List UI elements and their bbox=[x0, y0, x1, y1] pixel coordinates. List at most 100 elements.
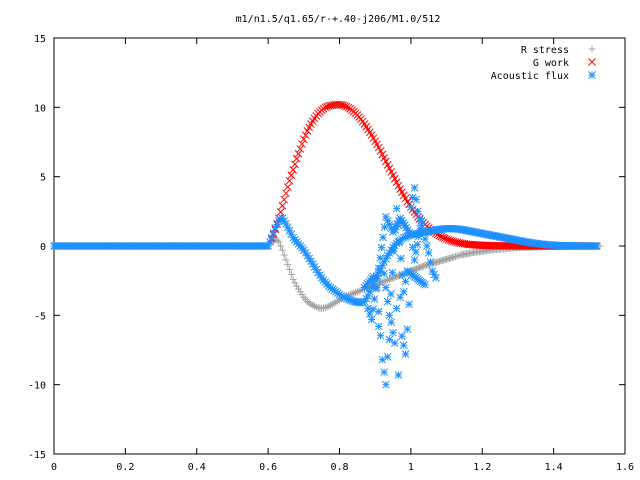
y-tick-label: -15 bbox=[28, 450, 46, 461]
data-point bbox=[426, 258, 435, 266]
data-point bbox=[416, 224, 425, 233]
legend-label: Acoustic flux bbox=[491, 71, 569, 82]
data-point bbox=[266, 237, 274, 246]
legend-marker bbox=[588, 71, 596, 79]
data-point bbox=[379, 233, 387, 242]
data-point bbox=[392, 204, 401, 213]
data-point bbox=[370, 295, 379, 303]
data-point bbox=[289, 275, 297, 283]
data-point bbox=[383, 353, 392, 361]
data-point bbox=[376, 254, 385, 262]
data-point bbox=[311, 302, 319, 310]
x-tick-label: 0.8 bbox=[330, 462, 348, 473]
y-axis-tick-labels: 15 10 5 0 -5 -10 -15 bbox=[28, 34, 46, 461]
data-point bbox=[294, 149, 303, 158]
data-point bbox=[364, 304, 372, 313]
data-point bbox=[385, 311, 394, 320]
data-point bbox=[278, 246, 286, 254]
data-point bbox=[286, 266, 294, 274]
data-point bbox=[407, 231, 415, 239]
data-point bbox=[415, 264, 423, 272]
x-tick-label: 0.2 bbox=[116, 462, 134, 473]
data-point bbox=[312, 303, 320, 311]
data-point bbox=[344, 103, 353, 112]
data-point bbox=[399, 341, 408, 350]
data-point bbox=[394, 371, 403, 379]
data-point bbox=[353, 288, 361, 296]
data-point bbox=[350, 289, 358, 297]
y-tick-label: 10 bbox=[34, 103, 46, 114]
data-point bbox=[387, 290, 395, 298]
data-point bbox=[296, 145, 305, 153]
data-point bbox=[376, 331, 385, 340]
data-point bbox=[369, 305, 377, 314]
data-point bbox=[301, 131, 310, 139]
data-point bbox=[414, 207, 422, 216]
data-point bbox=[377, 243, 386, 252]
data-point bbox=[357, 286, 365, 294]
data-point bbox=[410, 183, 419, 192]
data-point bbox=[382, 283, 390, 292]
data-point bbox=[421, 235, 430, 243]
data-point bbox=[267, 233, 276, 242]
data-point bbox=[390, 339, 399, 347]
data-point bbox=[455, 252, 463, 260]
data-point bbox=[414, 264, 422, 272]
data-point bbox=[374, 322, 383, 331]
data-point bbox=[421, 280, 430, 289]
data-point bbox=[307, 300, 315, 308]
data-point bbox=[382, 277, 390, 285]
data-point bbox=[342, 102, 351, 111]
y-tick-label: 15 bbox=[34, 34, 46, 45]
data-point bbox=[382, 380, 390, 389]
data-point bbox=[321, 304, 329, 312]
data-point bbox=[389, 247, 398, 256]
data-point bbox=[412, 248, 420, 256]
data-point bbox=[365, 310, 374, 318]
data-point bbox=[278, 201, 287, 210]
data-point bbox=[394, 221, 402, 230]
data-point bbox=[291, 279, 299, 287]
data-point bbox=[369, 272, 378, 281]
data-point bbox=[393, 273, 401, 281]
y-tick-label: -10 bbox=[28, 381, 46, 392]
data-point bbox=[389, 328, 397, 337]
data-point bbox=[417, 263, 425, 271]
data-point bbox=[305, 299, 313, 307]
legend-marker bbox=[588, 45, 596, 53]
data-point bbox=[287, 171, 296, 180]
chart-marks bbox=[50, 100, 604, 389]
data-point bbox=[276, 208, 285, 216]
data-point bbox=[282, 256, 290, 264]
data-point bbox=[299, 135, 308, 144]
data-point bbox=[423, 242, 431, 250]
data-point bbox=[280, 251, 288, 259]
series-acoustic-flux bbox=[50, 183, 601, 389]
data-point bbox=[417, 217, 426, 225]
y-tick-label: 0 bbox=[40, 242, 46, 253]
data-point bbox=[352, 288, 360, 296]
data-point bbox=[407, 203, 415, 212]
data-point bbox=[399, 287, 408, 296]
data-point bbox=[395, 237, 404, 246]
data-point bbox=[391, 226, 400, 234]
data-point bbox=[284, 261, 292, 269]
data-point bbox=[413, 240, 422, 249]
legend-marker bbox=[588, 58, 596, 66]
data-point bbox=[282, 189, 290, 198]
data-point bbox=[391, 273, 399, 281]
data-point bbox=[384, 276, 392, 284]
x-tick-label: 1.4 bbox=[545, 462, 563, 473]
data-point bbox=[413, 265, 421, 273]
data-point bbox=[280, 195, 289, 204]
chart-title: m1/n1.5/q1.65/r-+.40-j206/M1.0/512 bbox=[236, 14, 441, 25]
data-point bbox=[309, 301, 317, 309]
data-point bbox=[289, 165, 297, 174]
data-point bbox=[374, 307, 383, 316]
data-point bbox=[325, 302, 333, 310]
x-tick-label: 1.2 bbox=[473, 462, 491, 473]
data-point bbox=[392, 304, 401, 313]
data-point bbox=[401, 277, 410, 286]
data-point bbox=[387, 275, 395, 283]
